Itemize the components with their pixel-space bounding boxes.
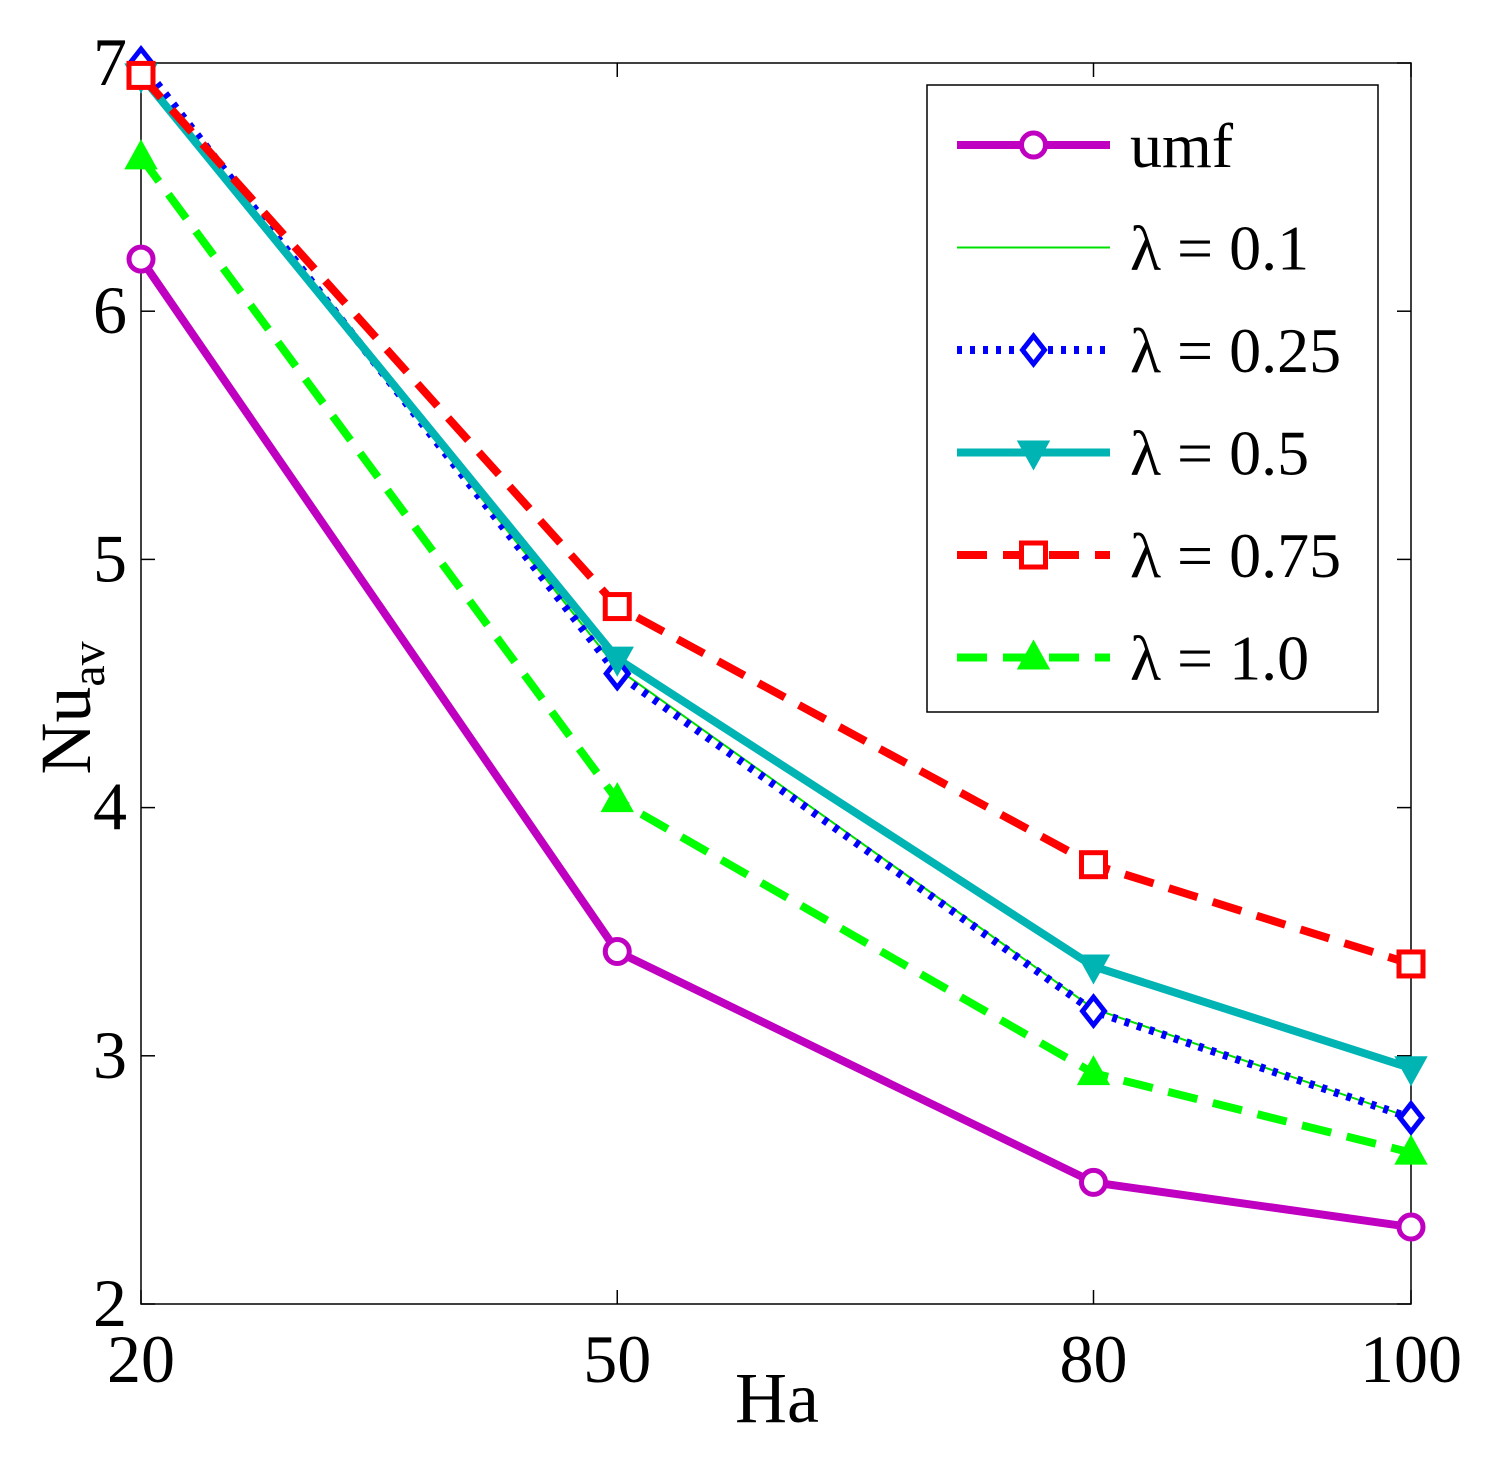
series-2-point-2-diamond-marker	[1079, 993, 1108, 1030]
series-lines	[137, 60, 1413, 1232]
tick-labels: 20 50 80 100 2 3 4 5 6 7	[93, 24, 1462, 1397]
x-tick-label: 100	[1360, 1321, 1462, 1397]
legend-box	[926, 84, 1379, 713]
legend-0-circle-marker	[1019, 130, 1048, 160]
series-5-point-2-triangle-up-marker	[1076, 1055, 1111, 1086]
series-4-point-3-square-marker	[1396, 949, 1426, 979]
x-tick-label: 80	[1060, 1321, 1128, 1397]
legend-label-3: λ = 0.5	[1130, 418, 1309, 489]
y-axis-label-main: Nu	[26, 687, 106, 775]
x-tick-label: 50	[583, 1321, 651, 1397]
series-line-0	[137, 256, 1412, 1232]
series-line-2	[137, 60, 1413, 1122]
series-line-5	[137, 154, 1412, 1157]
y-tick-label: 5	[93, 520, 127, 596]
series-4-point-2-square-marker	[1079, 850, 1108, 880]
legend-label-4: λ = 0.75	[1130, 520, 1341, 591]
legend-label-5: λ = 1.0	[1130, 623, 1309, 694]
series-2-point-3-diamond-marker	[1396, 1099, 1426, 1136]
legend-3-triangle-down-marker	[1016, 440, 1051, 471]
x-axis-label: Ha	[735, 1358, 819, 1438]
series-0-point-1-circle-marker	[602, 937, 632, 967]
y-tick-label: 4	[93, 769, 127, 845]
y-tick-label: 7	[93, 24, 127, 100]
series-4-point-0-square-marker	[126, 60, 156, 90]
series-4-point-1-square-marker	[602, 592, 632, 622]
y-tick-label: 3	[93, 1017, 127, 1093]
series-0-point-0-circle-marker	[126, 244, 156, 274]
series-5-point-0-triangle-up-marker	[124, 139, 158, 170]
y-axis-label: Nuav	[26, 641, 115, 774]
y-tick-label: 2	[93, 1265, 127, 1341]
series-5-point-1-triangle-up-marker	[600, 782, 634, 813]
series-3-point-2-triangle-down-marker	[1076, 954, 1111, 985]
x-tick-label: 20	[107, 1321, 175, 1397]
legend-label-2: λ = 0.25	[1130, 315, 1341, 386]
legend-5-triangle-up-marker	[1016, 639, 1051, 670]
series-3-point-3-triangle-down-marker	[1394, 1056, 1428, 1087]
y-axis-label-subscript: av	[62, 641, 115, 686]
legend: umf λ = 0.1 λ = 0.25 λ = 0.5 λ = 0.75 λ = 1.0	[926, 84, 1379, 713]
series-0-point-3-circle-marker	[1396, 1212, 1426, 1242]
series-0-point-2-circle-marker	[1079, 1167, 1108, 1197]
legend-2-diamond-marker	[1019, 331, 1048, 369]
series-3-point-1-triangle-down-marker	[600, 646, 634, 677]
series-5-point-3-triangle-up-marker	[1394, 1134, 1428, 1165]
legend-label-1: λ = 0.1	[1130, 213, 1309, 284]
plot-frame	[140, 62, 1412, 1305]
y-tick-label: 6	[93, 272, 127, 348]
series-markers	[124, 44, 1428, 1242]
series-line-4	[138, 72, 1413, 968]
legend-4-square-marker	[1019, 540, 1048, 570]
series-line-3	[137, 72, 1413, 1073]
legend-label-0: umf	[1130, 110, 1234, 181]
